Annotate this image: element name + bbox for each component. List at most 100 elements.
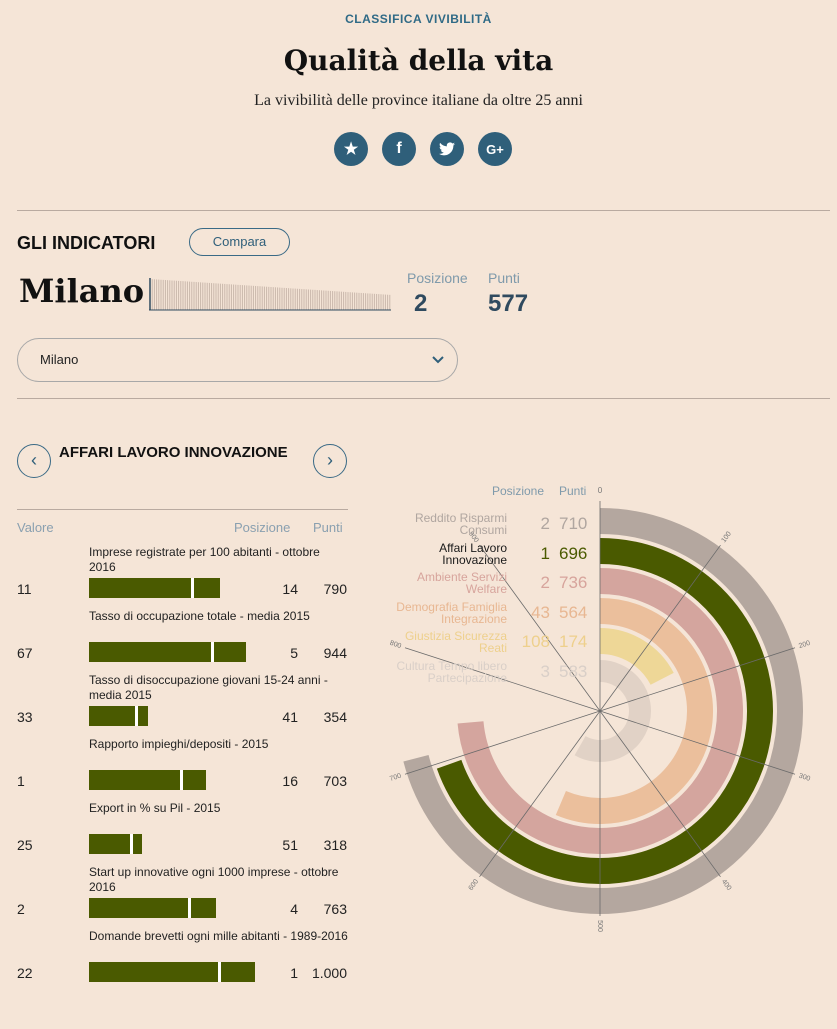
indicator-position: 1 <box>290 965 298 981</box>
chevron-down-icon <box>431 339 445 397</box>
indicator-position: 5 <box>290 645 298 661</box>
province-select-value: Milano <box>40 352 79 367</box>
radial-arc <box>457 568 743 854</box>
radial-legend-label: Cultura Tempo libero Partecipazione <box>396 658 507 685</box>
divider <box>17 398 830 399</box>
radial-legend-position: 1 <box>540 543 550 563</box>
twitter-button[interactable] <box>430 132 464 166</box>
indicator-position: 51 <box>282 837 298 853</box>
indicator-value: 25 <box>17 837 33 853</box>
radial-legend-points: 583 <box>559 661 588 681</box>
social-buttons: ★ f G+ <box>334 132 512 166</box>
next-category-button[interactable]: › <box>313 444 347 478</box>
indicator-bar <box>89 642 255 662</box>
star-button[interactable]: ★ <box>334 132 368 166</box>
radial-legend-points: 710 <box>559 514 588 533</box>
divider <box>17 210 830 211</box>
points-label: Punti <box>488 270 520 286</box>
indicator-bar-marker <box>218 962 222 982</box>
column-header-value: Valore <box>17 520 54 535</box>
radial-spoke <box>404 710 601 775</box>
radial-spoke <box>599 647 796 712</box>
chevron-right-icon: › <box>327 450 333 470</box>
indicator-points: 318 <box>323 837 347 853</box>
kicker: CLASSIFICA VIVIBILITÀ <box>345 12 492 26</box>
indicator-points: 1.000 <box>311 965 347 981</box>
radial-arc <box>436 538 773 884</box>
indicator-bar-marker <box>180 770 184 790</box>
radial-tick-label: 600 <box>468 878 481 892</box>
indicator-bar-fill <box>89 642 246 662</box>
position-label: Posizione <box>407 270 468 286</box>
prev-category-button[interactable]: ‹ <box>17 444 51 478</box>
ranking-sparkline <box>149 278 391 311</box>
position-value: 2 <box>414 290 428 317</box>
radial-tick-label: 200 <box>798 640 811 650</box>
indicator-position: 14 <box>282 581 298 597</box>
province-select[interactable]: Milano <box>17 338 458 382</box>
star-icon: ★ <box>343 141 359 158</box>
radial-spoke <box>599 710 721 878</box>
radial-spoke <box>599 544 721 712</box>
indicator-label: Imprese registrate per 100 abitanti - ot… <box>89 545 320 574</box>
radial-spoke <box>404 647 601 712</box>
category-title: AFFARI LAVORO INNOVAZIONE <box>59 444 288 461</box>
indicator-position: 4 <box>290 901 298 917</box>
indicator-bar-marker <box>187 898 191 918</box>
radial-spoke <box>479 710 601 878</box>
indicator-label: Domande brevetti ogni mille abitanti - 1… <box>89 929 348 943</box>
indicator-bar <box>89 834 255 854</box>
radial-legend-label: Giustizia Sicurezza Reati <box>404 629 507 655</box>
radial-spoke <box>479 544 601 712</box>
radial-spoke <box>599 710 796 775</box>
indicator-bar <box>89 706 255 726</box>
indicator-points: 944 <box>323 645 347 661</box>
indicator-label: Rapporto impieghi/depositi - 2015 <box>89 737 269 751</box>
radial-legend-points: 736 <box>559 573 588 592</box>
indicator-value: 67 <box>17 645 33 661</box>
indicator-bar-fill <box>89 898 216 918</box>
radial-tick-label: 700 <box>389 773 402 783</box>
indicator-bar-marker <box>211 642 215 662</box>
indicator-position: 16 <box>282 773 298 789</box>
indicator-bar <box>89 898 255 918</box>
indicator-value: 33 <box>17 709 33 725</box>
indicators-heading: GLI INDICATORI <box>17 233 156 253</box>
radial-legend-position: 108 <box>521 632 550 651</box>
indicator-label: Tasso di disoccupazione giovani 15-24 an… <box>89 673 328 702</box>
indicator-bar <box>89 962 255 982</box>
indicator-value: 2 <box>17 901 25 917</box>
indicator-position: 41 <box>282 709 298 725</box>
radial-arc <box>403 508 803 914</box>
facebook-button[interactable]: f <box>382 132 416 166</box>
facebook-icon: f <box>396 140 402 157</box>
radial-legend-position: 2 <box>540 573 550 592</box>
radial-tick-label: 100 <box>720 530 733 544</box>
indicator-bar-fill <box>89 770 206 790</box>
google-plus-button[interactable]: G+ <box>478 132 512 166</box>
google-plus-icon: G+ <box>486 141 504 157</box>
radial-legend-label: Demografia Famiglia Integrazione <box>396 599 507 626</box>
indicator-value: 11 <box>17 581 32 597</box>
radial-arc <box>574 660 651 762</box>
indicator-label: Tasso di occupazione totale - media 2015 <box>89 609 310 623</box>
indicator-bar-marker <box>134 706 138 726</box>
indicator-bar-fill <box>89 578 221 598</box>
radial-tick-label: 300 <box>798 773 811 783</box>
page-subtitle: La vivibilità delle province italiane da… <box>254 92 583 109</box>
radial-arc <box>599 628 674 686</box>
radial-legend-label: Ambiente Servizi Welfare <box>416 570 507 596</box>
column-header-points: Punti <box>313 520 343 535</box>
compare-button[interactable]: Compara <box>189 228 290 256</box>
indicator-bar-fill <box>89 962 255 982</box>
radial-legend-position: 43 <box>531 602 550 622</box>
indicator-bar-fill <box>89 834 142 854</box>
radial-zero-label: 0 <box>598 486 603 495</box>
radial-arc <box>555 598 713 824</box>
indicator-value: 22 <box>17 965 33 981</box>
radial-legend-points: 174 <box>559 632 588 651</box>
radial-legend-label: Reddito Risparmi Consumi <box>414 511 507 537</box>
indicator-bar-marker <box>191 578 195 598</box>
indicator-bar-marker <box>130 834 134 854</box>
indicator-bar <box>89 770 255 790</box>
